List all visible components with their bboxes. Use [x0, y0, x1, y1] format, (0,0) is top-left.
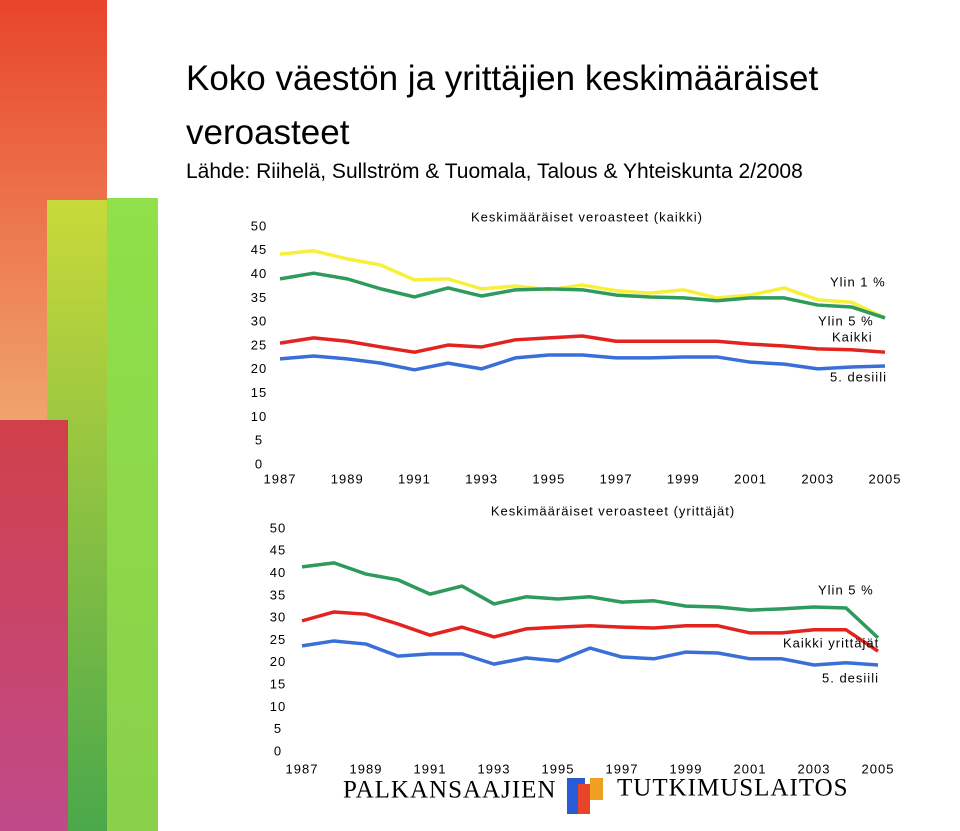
footer-right: TUTKIMUSLAITOS: [617, 775, 849, 802]
x-tick-label: 1989: [350, 761, 383, 776]
x-tick-label: 1987: [264, 471, 297, 486]
series-line: [279, 249, 886, 320]
y-tick-label: 40: [270, 565, 286, 580]
x-tick-label: 2001: [734, 761, 767, 776]
series-line: [279, 334, 886, 354]
y-tick-label: 5: [255, 433, 263, 448]
y-tick-label: 20: [251, 361, 267, 376]
series-label: Ylin 1 %: [830, 274, 886, 289]
footer-left: PALKANSAAJIEN: [343, 777, 557, 804]
y-tick-label: 20: [270, 654, 286, 669]
y-tick-label: 25: [270, 632, 286, 647]
slide-subtitle: Lähde: Riihelä, Sullström & Tuomala, Tal…: [186, 160, 803, 183]
y-tick-label: 40: [251, 266, 267, 281]
y-tick-label: 25: [251, 337, 267, 352]
y-tick-label: 45: [270, 543, 286, 558]
series-line: [301, 639, 879, 667]
series-label: Ylin 5 %: [818, 313, 874, 328]
x-tick-label: 1991: [414, 761, 447, 776]
y-tick-label: 10: [270, 699, 286, 714]
y-tick-label: 50: [251, 218, 267, 233]
series-line: [279, 271, 886, 320]
x-tick-label: 2005: [869, 471, 902, 486]
series-label: 5. desiili: [822, 670, 879, 685]
series-line: [279, 353, 886, 372]
y-tick-label: 10: [251, 409, 267, 424]
decor: [0, 420, 68, 831]
series-line: [301, 610, 879, 653]
chart-title: Keskimääräiset veroasteet (kaikki): [471, 209, 703, 224]
series-label: 5. desiili: [830, 369, 887, 384]
x-tick-label: 1993: [478, 761, 511, 776]
x-tick-label: 1995: [542, 761, 575, 776]
series-label: Kaikki yrittäjät: [783, 635, 879, 650]
x-tick-label: 1999: [670, 761, 703, 776]
x-tick-label: 1987: [286, 761, 319, 776]
x-tick-label: 2003: [801, 471, 834, 486]
x-tick-label: 1995: [532, 471, 565, 486]
logo: [578, 784, 590, 814]
decor: [107, 198, 158, 831]
y-tick-label: 35: [270, 587, 286, 602]
x-tick-label: 1997: [606, 761, 639, 776]
x-tick-label: 1999: [667, 471, 700, 486]
slide-title: Koko väestön ja yrittäjien keskimääräise…: [186, 59, 819, 152]
y-tick-label: 0: [274, 743, 282, 758]
x-tick-label: 2005: [862, 761, 895, 776]
x-tick-label: 2003: [798, 761, 831, 776]
y-tick-label: 30: [251, 314, 267, 329]
y-tick-label: 30: [270, 610, 286, 625]
y-tick-label: 50: [270, 520, 286, 535]
x-tick-label: 1989: [331, 471, 364, 486]
y-tick-label: 5: [274, 721, 282, 736]
y-tick-label: 15: [270, 677, 286, 692]
series-label: Ylin 5 %: [818, 582, 874, 597]
x-tick-label: 1991: [398, 471, 431, 486]
y-tick-label: 45: [251, 242, 267, 257]
x-tick-label: 1993: [465, 471, 498, 486]
chart-title: Keskimääräiset veroasteet (yrittäjät): [491, 503, 735, 518]
y-tick-label: 35: [251, 290, 267, 305]
logo: [590, 778, 603, 800]
x-tick-label: 1997: [600, 471, 633, 486]
y-tick-label: 15: [251, 385, 267, 400]
x-tick-label: 2001: [734, 471, 767, 486]
series-label: Kaikki: [832, 329, 873, 344]
series-line: [301, 561, 880, 640]
y-tick-label: 0: [255, 456, 263, 471]
